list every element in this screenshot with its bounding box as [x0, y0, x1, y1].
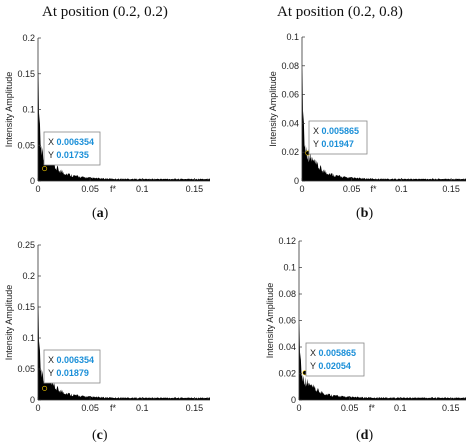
x-tick-label: 0.15 — [442, 403, 460, 413]
y-tick-label: 0.12 — [278, 236, 296, 246]
y-tick-label: 0.1 — [283, 263, 296, 273]
panel-label-d: (d) — [356, 428, 374, 443]
x-tick-label: 0.05 — [341, 403, 359, 413]
y-tick-label: 0.1 — [22, 333, 35, 343]
datatip-x-label: X — [313, 126, 322, 136]
datatip-y-row: Y 0.01947 — [313, 139, 354, 149]
y-axis-label: Intensity Amplitude — [265, 283, 275, 359]
datatip-x-value: 0.005865 — [319, 348, 357, 358]
x-tick-label: 0.15 — [186, 184, 204, 194]
y-tick-label: 0.05 — [17, 140, 35, 150]
y-tick-label: 0.15 — [17, 302, 35, 312]
datatip-y-label: Y — [310, 361, 318, 371]
datatip-frame — [43, 349, 101, 384]
y-tick-label: 0.25 — [17, 240, 35, 250]
datatip-y-value: 0.02054 — [318, 361, 351, 371]
x-tick-label: 0.1 — [395, 184, 408, 194]
x-axis-label: f* — [110, 184, 117, 194]
datatip-x-row: X 0.005865 — [310, 348, 356, 358]
chart-panel-a: 0 0.05 0.1 0.15 0.2 0 0.05 0.1 0.15 f* Intensity A… — [4, 33, 210, 194]
panel-label-a: (a) — [92, 206, 109, 221]
datatip-x-value: 0.006354 — [57, 137, 95, 147]
x-tick-label: 0 — [35, 184, 40, 194]
header-right: At position (0.2, 0.8) — [277, 4, 403, 20]
datatip-x-label: X — [48, 355, 57, 365]
datatip-y-value: 0.01879 — [56, 368, 89, 378]
spectrum-area — [302, 67, 466, 181]
datatip-y-label: Y — [313, 139, 321, 149]
datatip-x-value: 0.005865 — [322, 126, 360, 136]
datatip-frame — [43, 131, 101, 166]
y-tick-label: 0.06 — [278, 316, 296, 326]
datatip-x-label: X — [48, 137, 57, 147]
y-tick-label: 0.05 — [17, 364, 35, 374]
datatip-y-label: Y — [48, 368, 56, 378]
y-tick-label: 0.04 — [281, 118, 299, 128]
y-tick-label: 0.08 — [278, 289, 296, 299]
y-tick-label: 0 — [30, 395, 35, 405]
chart-panel-b: 0 0.02 0.04 0.06 0.08 0.1 0 0.05 0.1 0.15 f* Intens… — [268, 32, 466, 194]
y-tick-label: 0 — [30, 176, 35, 186]
datatip-y-value: 0.01735 — [56, 150, 89, 160]
x-axis-label: f* — [110, 403, 117, 413]
x-tick-label: 0.1 — [136, 184, 149, 194]
datatip-y-value: 0.01947 — [321, 139, 354, 149]
x-tick-label: 0 — [299, 184, 304, 194]
y-axis-label: Intensity Amplitude — [4, 72, 14, 148]
datatip-y-row: Y 0.01735 — [48, 150, 89, 160]
x-axis-label: f* — [369, 403, 376, 413]
x-tick-label: 0.1 — [394, 403, 407, 413]
chart-panel-d: 0 0.02 0.04 0.06 0.08 0.1 0.12 0 0.05 0.1 0.15 f* In… — [265, 236, 466, 413]
spectrum-area — [299, 322, 466, 400]
y-tick-label: 0.2 — [22, 33, 35, 43]
y-tick-label: 0.1 — [286, 32, 299, 42]
y-tick-label: 0.06 — [281, 90, 299, 100]
y-tick-label: 0.04 — [278, 342, 296, 352]
datatip-x-row: X 0.005865 — [313, 126, 359, 136]
x-tick-label: 0 — [296, 403, 301, 413]
datatip-x-row: X 0.006354 — [48, 137, 94, 147]
datatip-frame — [305, 342, 365, 377]
datatip-x-value: 0.006354 — [57, 355, 95, 365]
y-tick-label: 0.08 — [281, 61, 299, 71]
x-tick-label: 0.1 — [136, 403, 149, 413]
y-tick-label: 0.1 — [22, 105, 35, 115]
y-tick-label: 0 — [294, 176, 299, 186]
y-tick-label: 0 — [291, 395, 296, 405]
x-tick-label: 0.05 — [81, 403, 99, 413]
spectrum-area — [38, 304, 210, 400]
y-axis-label: Intensity Amplitude — [268, 71, 278, 147]
x-tick-label: 0.15 — [186, 403, 204, 413]
spectrum-area — [38, 70, 210, 181]
datatip-y-row: Y 0.02054 — [310, 361, 351, 371]
x-tick-label: 0.05 — [343, 184, 361, 194]
y-tick-label: 0.02 — [281, 147, 299, 157]
y-axis-label: Intensity Amplitude — [4, 285, 14, 361]
datatip-y-row: Y 0.01879 — [48, 368, 89, 378]
panel-label-b: (b) — [356, 206, 374, 221]
chart-panel-c: 0 0.05 0.1 0.15 0.2 0.25 0 0.05 0.1 0.15 f* Intensi… — [4, 240, 210, 413]
datatip-y-label: Y — [48, 150, 56, 160]
header-left: At position (0.2, 0.2) — [42, 4, 168, 20]
x-tick-label: 0.05 — [81, 184, 99, 194]
datatip-marker[interactable] — [42, 385, 48, 391]
x-tick-label: 0 — [35, 403, 40, 413]
datatip-marker[interactable] — [42, 166, 48, 172]
datatip-frame — [308, 120, 368, 155]
y-tick-label: 0.2 — [22, 271, 35, 281]
datatip-x-label: X — [310, 348, 319, 358]
y-tick-label: 0.02 — [278, 369, 296, 379]
panel-label-c: (c) — [92, 428, 108, 443]
x-tick-label: 0.15 — [442, 184, 460, 194]
datatip-x-row: X 0.006354 — [48, 355, 94, 365]
x-axis-label: f* — [371, 184, 378, 194]
y-tick-label: 0.15 — [17, 69, 35, 79]
